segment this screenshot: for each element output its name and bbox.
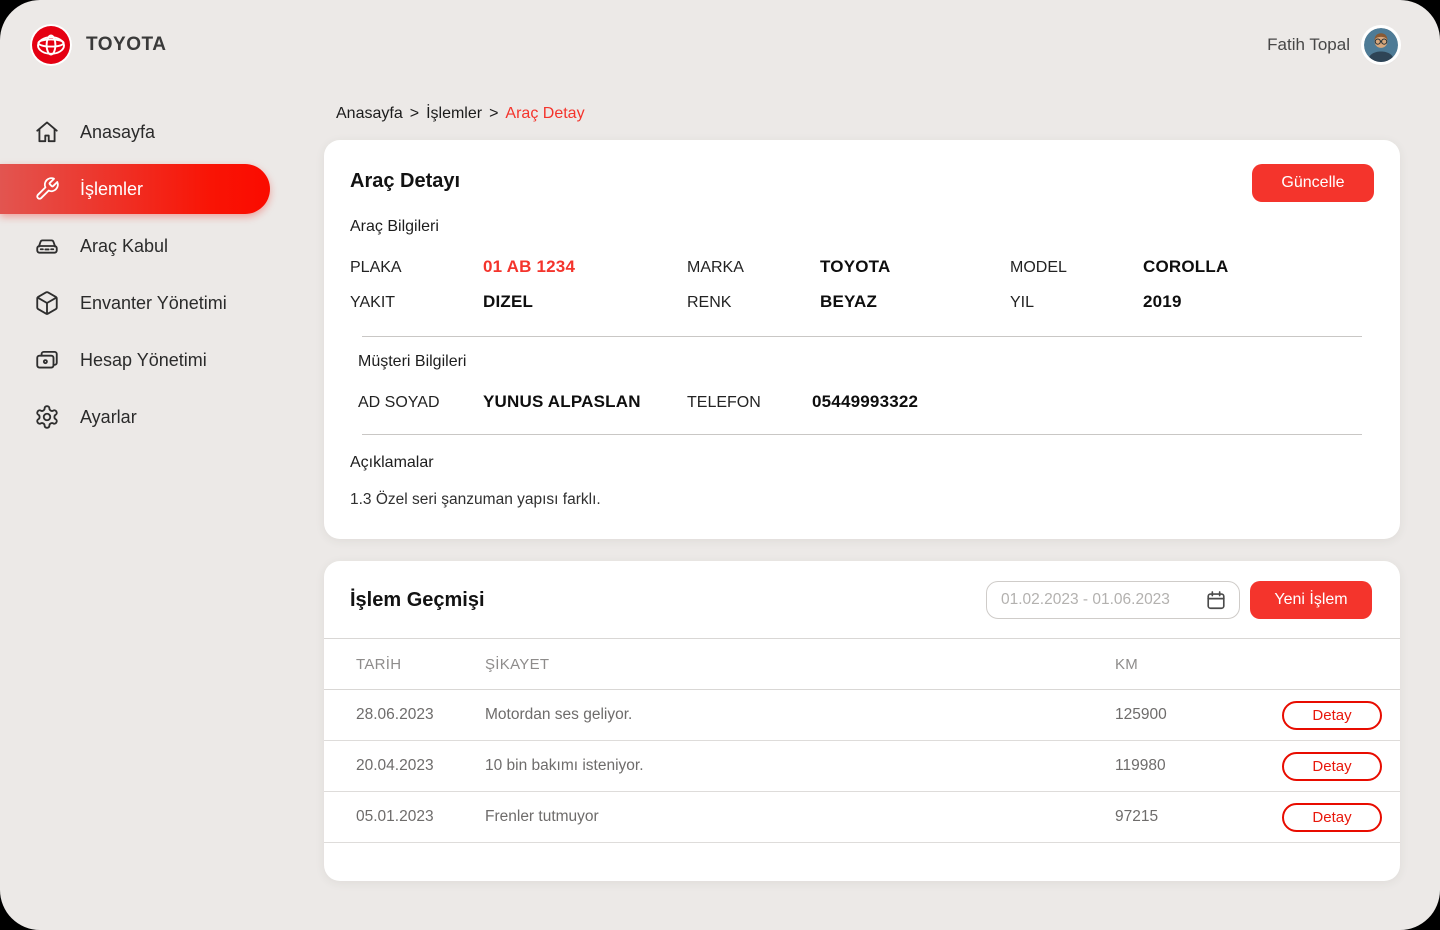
field-label: YIL — [1010, 294, 1035, 311]
wrench-icon — [36, 177, 59, 200]
detail-button[interactable]: Detay — [1282, 751, 1382, 781]
field-ad-soyad: AD SOYAD YUNUS ALPASLAN — [358, 392, 687, 412]
history-table: TARİH ŞİKAYET KM 28.06.2023 Motordan ses… — [324, 638, 1400, 843]
sidebar-item-label: Envanter Yönetimi — [80, 292, 227, 313]
field-label: PLAKA — [350, 259, 402, 276]
breadcrumb-item-anasayfa[interactable]: Anasayfa — [336, 105, 403, 122]
field-renk: RENK BEYAZ — [687, 292, 1010, 312]
sidebar-item-label: Anasayfa — [80, 121, 156, 142]
package-icon — [36, 291, 58, 315]
toyota-logo-icon — [30, 24, 72, 66]
field-label: MODEL — [1010, 259, 1067, 276]
breadcrumb-item-arac-detay: Araç Detay — [505, 105, 585, 122]
cell-km: 125900 — [1115, 706, 1167, 723]
sidebar-item-hesap[interactable]: Hesap Yönetimi — [0, 335, 300, 385]
vehicle-info-section-title: Araç Bilgileri — [350, 218, 439, 235]
field-model: MODEL COROLLA — [1010, 257, 1374, 277]
top-header: TOYOTA Fatih Topal — [0, 0, 1440, 90]
field-value: YUNUS ALPASLAN — [483, 392, 641, 411]
table-row: 20.04.2023 10 bin bakımı isteniyor. 1199… — [324, 741, 1400, 792]
update-button[interactable]: Güncelle — [1252, 164, 1374, 202]
table-row: 28.06.2023 Motordan ses geliyor. 125900 … — [324, 690, 1400, 741]
section-divider — [362, 336, 1362, 337]
home-icon — [36, 121, 58, 143]
field-marka: MARKA TOYOTA — [687, 257, 1010, 277]
customer-fields: AD SOYAD YUNUS ALPASLAN TELEFON 05449993… — [358, 392, 1374, 412]
column-header-date: TARİH — [356, 655, 402, 673]
history-card-title: İşlem Geçmişi — [350, 588, 485, 611]
sidebar-item-anasayfa[interactable]: Anasayfa — [0, 107, 300, 157]
field-plaka: PLAKA 01 AB 1234 — [350, 257, 687, 277]
field-value: 2019 — [1143, 292, 1182, 311]
sidebar-item-label: Ayarlar — [80, 406, 137, 427]
vehicle-fields: PLAKA 01 AB 1234 MARKA TOYOTA MODEL CORO… — [350, 257, 1374, 312]
field-label: TELEFON — [687, 394, 761, 411]
user-name: Fatih Topal — [1267, 35, 1350, 54]
table-header-row: TARİH ŞİKAYET KM — [324, 638, 1400, 690]
main-content: Anasayfa > İşlemler > Araç Detay Araç Detayı… — [300, 90, 1440, 930]
field-value: BEYAZ — [820, 292, 878, 311]
field-value: DIZEL — [483, 292, 534, 311]
brand: TOYOTA — [30, 24, 166, 66]
cell-date: 28.06.2023 — [356, 706, 434, 723]
calendar-icon[interactable] — [1205, 589, 1227, 611]
vehicle-card-title: Araç Detayı — [350, 170, 461, 192]
sidebar-item-arac-kabul[interactable]: Araç Kabul — [0, 221, 300, 271]
sidebar-item-ayarlar[interactable]: Ayarlar — [0, 392, 300, 442]
cell-date: 20.04.2023 — [356, 757, 434, 774]
cell-complaint: Motordan ses geliyor. — [485, 706, 633, 723]
date-range-value[interactable] — [1001, 591, 1171, 609]
column-header-complaint: ŞİKAYET — [485, 655, 550, 673]
date-range-input[interactable] — [986, 581, 1240, 619]
note-text: 1.3 Özel seri şanzuman yapısı farklı. — [350, 491, 601, 508]
column-header-km: KM — [1115, 655, 1139, 673]
field-value: 05449993322 — [812, 392, 919, 411]
sidebar-item-islemler[interactable]: İşlemler — [0, 164, 270, 214]
field-label: RENK — [687, 294, 732, 311]
vehicle-detail-card: Araç Detayı Güncelle Araç Bilgileri PLAK… — [324, 140, 1400, 539]
cell-complaint: 10 bin bakımı isteniyor. — [485, 757, 644, 774]
sidebar-item-label: Hesap Yönetimi — [80, 349, 207, 370]
breadcrumb-separator: > — [409, 105, 420, 122]
field-value: COROLLA — [1143, 257, 1229, 276]
breadcrumb: Anasayfa > İşlemler > Araç Detay — [336, 105, 1400, 123]
gear-icon — [36, 405, 58, 429]
cell-km: 119980 — [1115, 757, 1166, 774]
field-telefon: TELEFON 05449993322 — [687, 392, 1374, 412]
cell-km: 97215 — [1115, 808, 1159, 825]
field-label: YAKIT — [350, 294, 396, 311]
field-value: TOYOTA — [820, 257, 891, 276]
breadcrumb-separator: > — [489, 105, 499, 122]
breadcrumb-item-islemler[interactable]: İşlemler — [426, 105, 483, 122]
sidebar-item-label: İşlemler — [80, 178, 144, 199]
sidebar-item-envanter[interactable]: Envanter Yönetimi — [0, 278, 300, 328]
sidebar: Anasayfa İşlemler Araç Kabul Envant — [0, 90, 300, 930]
field-label: AD SOYAD — [358, 394, 440, 411]
section-divider — [362, 434, 1362, 435]
wallet-icon — [36, 350, 58, 369]
field-label: MARKA — [687, 259, 744, 276]
sidebar-item-label: Araç Kabul — [80, 235, 169, 256]
customer-info-section-title: Müşteri Bilgileri — [358, 353, 467, 370]
notes-section-title: Açıklamalar — [350, 454, 434, 471]
detail-button[interactable]: Detay — [1282, 802, 1382, 832]
table-row: 05.01.2023 Frenler tutmuyor 97215 Detay — [324, 792, 1400, 843]
new-transaction-button[interactable]: Yeni İşlem — [1250, 581, 1372, 619]
cell-complaint: Frenler tutmuyor — [485, 808, 599, 825]
user-menu[interactable]: Fatih Topal — [1267, 28, 1398, 62]
car-icon — [36, 239, 58, 254]
history-card: İşlem Geçmişi Yeni İşlem TARİH — [324, 561, 1400, 881]
cell-date: 05.01.2023 — [356, 808, 434, 825]
field-yil: YIL 2019 — [1010, 292, 1374, 312]
field-value: 01 AB 1234 — [483, 257, 576, 276]
avatar[interactable] — [1364, 28, 1398, 62]
detail-button[interactable]: Detay — [1282, 700, 1382, 730]
field-yakit: YAKIT DIZEL — [350, 292, 687, 312]
brand-name: TOYOTA — [86, 34, 167, 55]
